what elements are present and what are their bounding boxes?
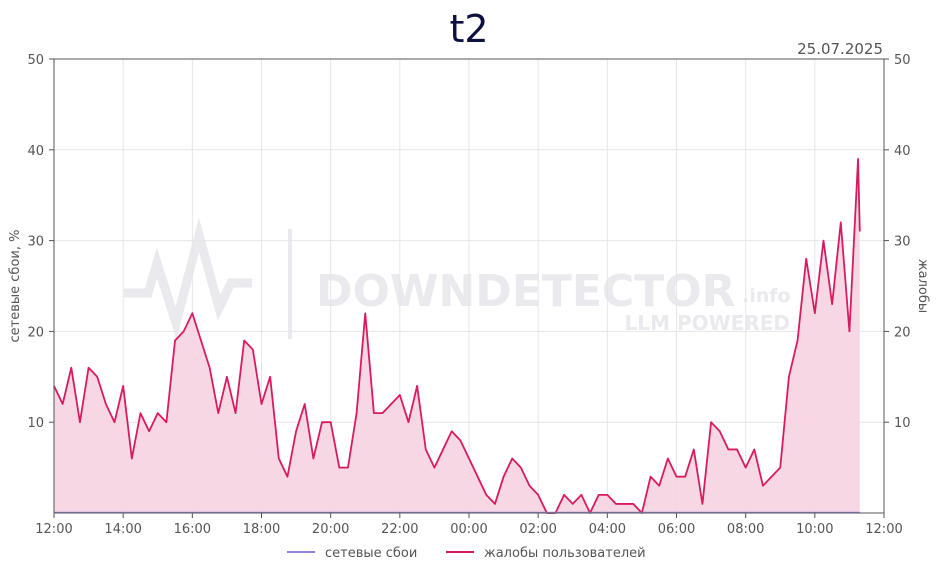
y-axis-label-right: жалобы xyxy=(915,259,930,313)
legend-label-user-complaints: жалобы пользователей xyxy=(484,546,646,561)
plot-area xyxy=(53,157,861,514)
x-tick-label: 14:00 xyxy=(104,522,141,537)
legend: сетевые сбои жалобы пользователей xyxy=(287,546,646,561)
y-tick-label-right: 40 xyxy=(894,144,911,159)
x-tick-label: 20:00 xyxy=(312,522,349,537)
y-tick-label-left: 10 xyxy=(27,416,44,431)
y-tick-label-right: 10 xyxy=(894,416,911,431)
series-user-complaints-area xyxy=(54,158,860,513)
chart-title: t2 xyxy=(449,7,488,51)
x-tick-label: 12:00 xyxy=(865,522,902,537)
x-tick-label: 06:00 xyxy=(658,522,695,537)
y-tick-label-left: 50 xyxy=(27,53,44,68)
axes: 12:00 14:00 16:00 18:00 20:00 22:00 00:00 02:00… xyxy=(27,53,910,537)
x-tick-label: 18:00 xyxy=(243,522,280,537)
y-tick-label-left: 30 xyxy=(27,235,44,250)
x-tick-label: 00:00 xyxy=(450,522,487,537)
watermark-suffix: .info xyxy=(742,285,791,307)
watermark-pulse-icon xyxy=(124,217,252,340)
x-tick-label: 10:00 xyxy=(796,522,833,537)
x-tick-label: 08:00 xyxy=(727,522,764,537)
y-tick-label-right: 50 xyxy=(894,53,911,68)
x-tick-label: 02:00 xyxy=(519,522,556,537)
x-tick-label: 16:00 xyxy=(174,522,211,537)
legend-label-network-failures: сетевые сбои xyxy=(325,546,417,561)
grid xyxy=(54,59,884,513)
y-tick-label-left: 20 xyxy=(27,325,44,340)
y-tick-label-left: 40 xyxy=(27,144,44,159)
chart-date: 25.07.2025 xyxy=(797,40,883,58)
y-tick-label-right: 30 xyxy=(894,235,911,250)
watermark-brand: DOWNDETECTOR xyxy=(316,266,736,317)
x-tick-label: 04:00 xyxy=(589,522,626,537)
x-tick-label: 22:00 xyxy=(381,522,418,537)
y-axis-label-left: сетевые сбои, % xyxy=(8,230,23,343)
y-tick-label-right: 20 xyxy=(894,325,911,340)
series-user-complaints-line xyxy=(53,157,861,514)
x-tick-label: 12:00 xyxy=(35,522,72,537)
watermark: DOWNDETECTOR .info LLM POWERED xyxy=(124,217,791,340)
